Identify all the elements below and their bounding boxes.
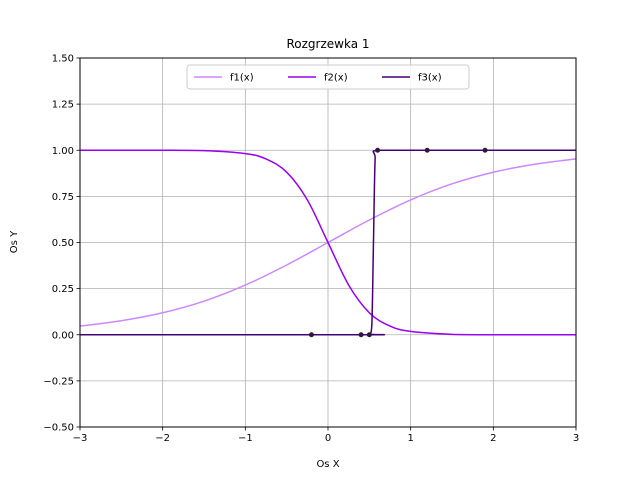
legend-box (186, 64, 470, 90)
plot-markers (308, 147, 488, 338)
legend-label-2: f2(x) (324, 73, 348, 84)
x-axis-label: Os X (316, 459, 339, 470)
data-point-marker (482, 147, 488, 153)
y-axis-label: Os Y (9, 230, 20, 253)
x-tick-label: 3 (573, 433, 579, 444)
y-tick-label: 0.00 (52, 330, 74, 341)
data-point-marker (358, 332, 364, 338)
y-tick-label: 1.00 (52, 146, 74, 157)
x-tick-label: −3 (73, 433, 88, 444)
x-axis-ticks: −3 −2 −1 0 1 2 3 (73, 427, 579, 444)
legend-label-1: f1(x) (230, 73, 254, 84)
x-tick-label: −1 (238, 433, 253, 444)
y-axis-ticks: −0.50 −0.25 0.00 0.25 0.50 0.75 1.00 1.25 1.50 (43, 54, 80, 434)
series-line-2 (80, 149, 576, 336)
legend-label-3: f3(x) (418, 73, 442, 84)
x-tick-label: 2 (490, 433, 496, 444)
y-tick-label: −0.25 (43, 376, 74, 387)
y-tick-label: 0.75 (52, 192, 74, 203)
data-point-marker (308, 332, 314, 338)
x-tick-label: −2 (155, 433, 170, 444)
y-tick-label: 1.25 (52, 100, 74, 111)
data-point-marker (424, 147, 430, 153)
x-tick-label: 0 (325, 433, 331, 444)
chart-title: Rozgrzewka 1 (286, 37, 369, 51)
x-tick-label: 1 (407, 433, 413, 444)
data-point-marker (375, 147, 381, 153)
y-tick-label: 0.25 (52, 284, 74, 295)
y-tick-label: 0.50 (52, 238, 74, 249)
data-point-marker (366, 332, 372, 338)
y-tick-label: 1.50 (52, 54, 74, 65)
legend: f1(x) f2(x) f3(x) (186, 64, 470, 90)
y-tick-label: −0.50 (43, 423, 74, 434)
